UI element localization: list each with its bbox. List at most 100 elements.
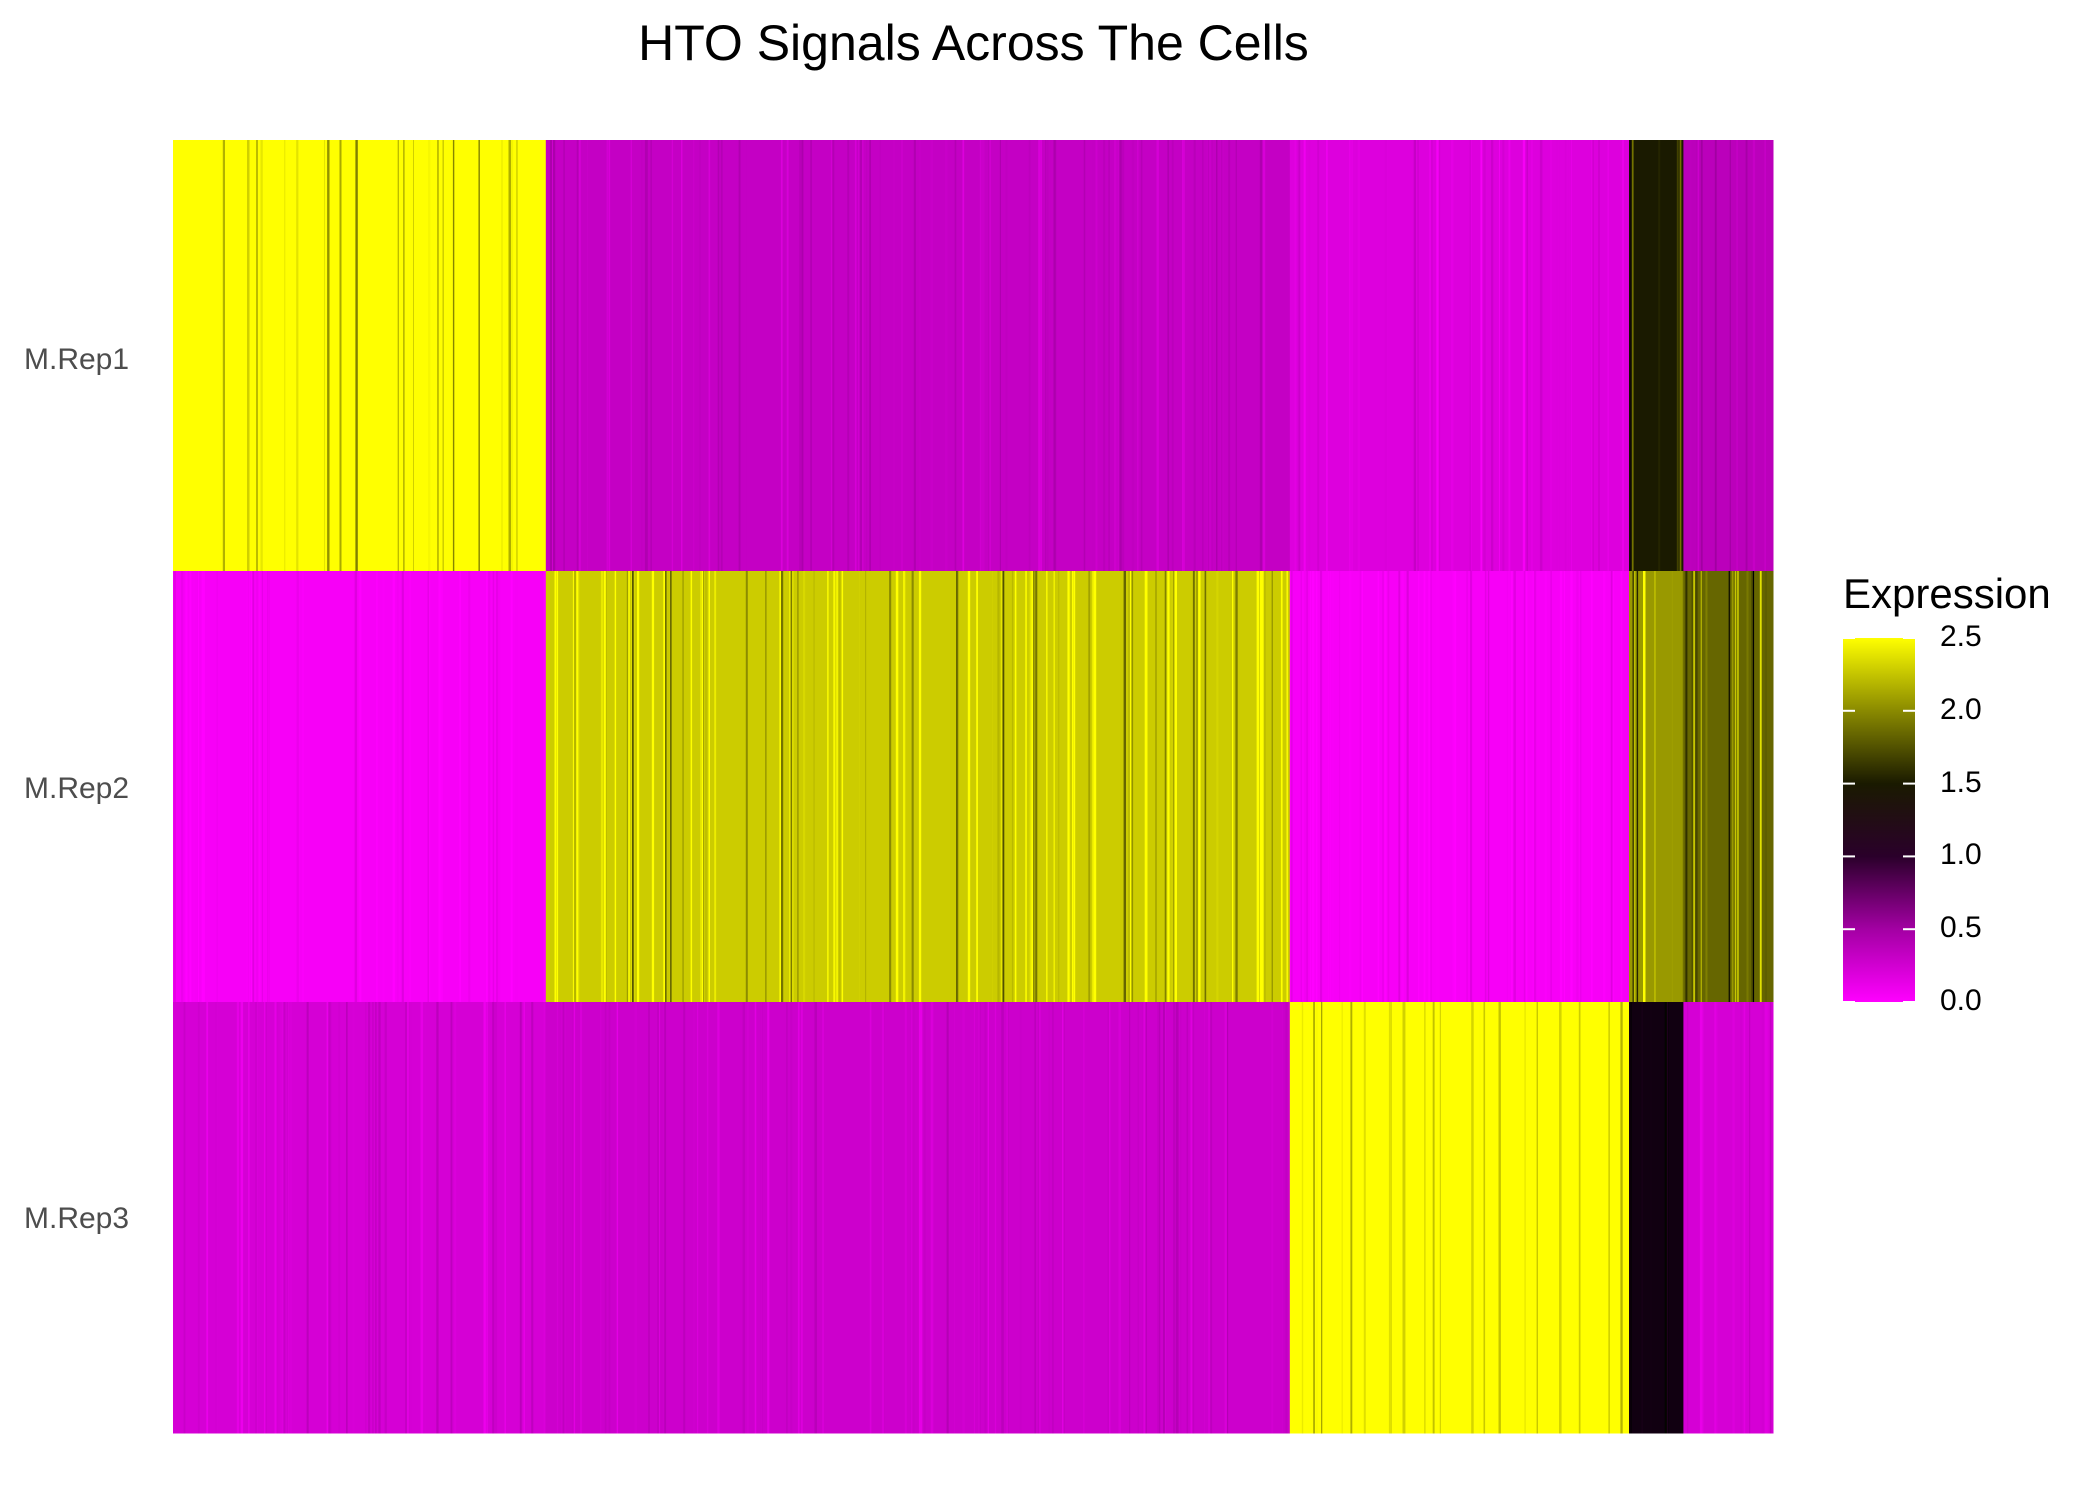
heatmap-cell-stripe [1261,571,1264,1003]
heatmap-cell-stripe [206,1002,209,1434]
heatmap-cell-stripe [543,571,546,1003]
heatmap-cell-stripe [1438,140,1441,572]
heatmap-cell-stripe [1445,1002,1448,1434]
row-label-rep1: M.Rep1 [24,343,130,376]
heatmap-cell-stripe [554,571,557,1003]
heatmap-cell-stripe [1576,1002,1578,1434]
heatmap-cell-stripe [1285,1002,1288,1434]
heatmap-cell-stripe [563,140,565,572]
heatmap-cell-stripe [1631,140,1634,572]
heatmap-cell-stripe [833,571,836,1003]
heatmap-cell-stripe [791,571,794,1003]
heatmap-cell-stripe [1053,140,1056,572]
heatmap-cell-stripe [1511,571,1513,1003]
heatmap-cell-stripe [1612,571,1615,1003]
heatmap-cell-stripe [767,1002,770,1434]
heatmap-cell-stripe [1176,1002,1179,1434]
heatmap-cell-stripe [1119,140,1122,572]
heatmap-cell-stripe [1387,571,1390,1003]
heatmap-cell-stripe [1001,571,1004,1003]
heatmap-cell-stripe [1522,140,1526,572]
heatmap-cell-stripe [267,571,270,1003]
heatmap-cell-stripe [1452,571,1455,1003]
heatmap-cell-stripe [1303,140,1306,572]
heatmap-block-2-2 [1289,1002,1630,1434]
heatmap-cell-stripe [265,140,268,572]
heatmap-cell-stripe [483,1002,486,1434]
heatmap-cell-stripe [1053,571,1055,1003]
heatmap-cell-stripe [1592,140,1594,572]
heatmap-cell-stripe [797,571,799,1003]
heatmap-cell-stripe [1045,140,1047,572]
heatmap-cell-stripe [1192,1002,1195,1434]
heatmap-cell-stripe [579,140,581,572]
heatmap-cell-stripe [324,140,327,572]
heatmap-cell-stripe [1764,140,1766,572]
heatmap-cell-stripe [839,571,841,1003]
heatmap-cell-stripe [1559,140,1562,572]
heatmap-cell-stripe [1714,1002,1717,1434]
heatmap-cell-stripe [201,140,204,572]
heatmap-cell-stripe [1001,1002,1004,1434]
heatmap-cell-stripe [1356,140,1358,572]
heatmap-cell-stripe [1294,140,1297,572]
heatmap-cell-stripe [693,140,695,572]
heatmap-cell-stripe [375,1002,377,1434]
heatmap-cell-stripe [1641,1002,1643,1434]
heatmap-cell-stripe [1320,571,1323,1003]
heatmap-cell-stripe [1286,571,1288,1003]
heatmap-cell-stripe [1088,571,1091,1003]
heatmap-cell-stripe [1291,571,1293,1003]
heatmap-cell-stripe [787,140,789,572]
heatmap-cell-stripe [409,1002,412,1434]
heatmap-cell-stripe [1235,140,1237,572]
heatmap-cell-stripe [630,140,632,572]
heatmap-cell-stripe [1610,571,1613,1003]
heatmap-cell-stripe [954,140,957,572]
heatmap-cell-stripe [1359,571,1362,1003]
heatmap-cell-stripe [1103,140,1106,572]
heatmap-cell-stripe [1282,1002,1284,1434]
heatmap-cell-stripe [1603,571,1606,1003]
heatmap-cell-stripe [1553,1002,1554,1434]
heatmap-cell-stripe [1326,140,1328,572]
heatmap-cell-stripe [1216,571,1219,1003]
heatmap-cell-stripe [681,140,683,572]
heatmap-cell-stripe [1046,571,1048,1003]
heatmap-cell-stripe [646,140,648,572]
heatmap-cell-stripe [1432,1002,1435,1434]
heatmap-cell-stripe [1620,571,1623,1003]
heatmap-cell-stripe [1109,1002,1111,1434]
heatmap-cell-stripe [665,571,667,1003]
heatmap-cell-stripe [1729,140,1731,572]
heatmap-block-4-2 [1683,1002,1774,1434]
heatmap-cell-stripe [832,140,835,572]
heatmap-cell-stripe [601,1002,603,1434]
heatmap-cell-stripe [779,571,781,1003]
heatmap-cell-stripe [576,571,579,1003]
heatmap-cell-stripe [424,1002,426,1434]
heatmap-cell-stripe [827,571,829,1003]
heatmap-cell-stripe [1129,1002,1131,1434]
heatmap-cell-stripe [992,571,994,1003]
heatmap-cell-stripe [1508,140,1511,572]
heatmap-cell-stripe [1736,571,1739,1003]
heatmap-cell-stripe [236,1002,240,1434]
heatmap-cell-stripe [780,140,783,572]
heatmap-cell-stripe [382,571,385,1003]
heatmap-cell-stripe [900,140,903,572]
heatmap-cell-stripe [1671,571,1673,1003]
heatmap-cell-stripe [600,571,604,1003]
heatmap-cell-stripe [1058,571,1060,1003]
heatmap-cell-stripe [441,571,443,1003]
heatmap-cell-stripe [785,140,788,572]
heatmap-block-3-0 [1629,140,1684,572]
heatmap-cell-stripe [1658,140,1661,572]
heatmap-cell-stripe [657,1002,660,1434]
heatmap-cell-stripe [181,571,184,1003]
heatmap-cell-stripe [1228,140,1231,572]
heatmap-cell-stripe [1550,571,1552,1003]
heatmap-cell-stripe [1383,1002,1386,1434]
heatmap-cell-stripe [1654,571,1656,1003]
heatmap-cell-stripe [403,140,406,572]
